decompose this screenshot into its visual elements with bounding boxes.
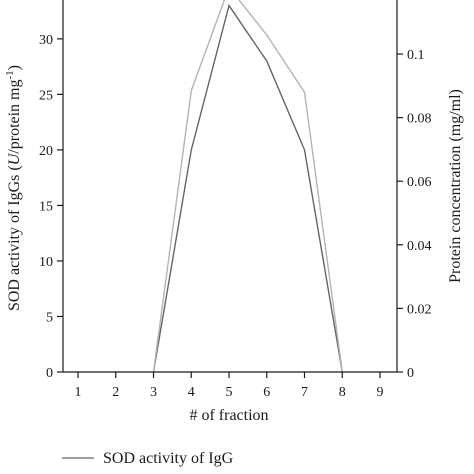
y-axis-right-title: Protein concentration (mg/ml)	[447, 89, 464, 283]
y-right-tick-label: 0.02	[407, 302, 432, 317]
x-tick-label: 5	[226, 385, 233, 400]
x-axis-title: # of fraction	[189, 407, 268, 424]
legend: SOD activity of IgG	[62, 450, 234, 467]
x-tick-label: 8	[339, 385, 346, 400]
x-tick-label: 2	[112, 385, 119, 400]
y-right-tick-label: 0.06	[407, 175, 432, 190]
y-left-tick-label: 30	[39, 33, 53, 48]
x-tick-label: 3	[150, 385, 157, 400]
y-left-tick-label: 25	[39, 88, 53, 103]
x-tick-label: 4	[188, 385, 195, 400]
y-left-tick-label: 5	[46, 310, 53, 325]
series-line-sod-activity	[152, 3, 343, 372]
y-axis-left-title: SOD activity of IgGs (U/protein mg-1)	[4, 65, 23, 311]
y-right-tick-label: 0.08	[407, 112, 432, 127]
series-line-protein-concentration	[152, 0, 343, 372]
y-left-tick-label: 10	[39, 255, 53, 270]
legend-label-sod-activity: SOD activity of IgG	[103, 450, 234, 467]
x-tick-label: 1	[75, 385, 82, 400]
y-left-tick-label: 20	[39, 144, 53, 159]
y-right-tick-label: 0.04	[407, 239, 432, 254]
x-tick-label: 7	[301, 385, 308, 400]
plot-area	[152, 0, 343, 372]
y-left-tick-label: 0	[46, 366, 53, 381]
y-left-tick-label: 15	[39, 199, 53, 214]
ticks: 1 2 3 4 5 6 7 8 9 0 5 10 15 20 25 30 0 0.02 0.04 0.06 0.08 0.…	[39, 33, 432, 400]
axes	[62, 0, 398, 373]
y-right-tick-label: 0.1	[407, 48, 425, 63]
y-right-tick-label: 0	[407, 366, 414, 381]
x-tick-label: 9	[377, 385, 384, 400]
x-tick-label: 6	[263, 385, 270, 400]
